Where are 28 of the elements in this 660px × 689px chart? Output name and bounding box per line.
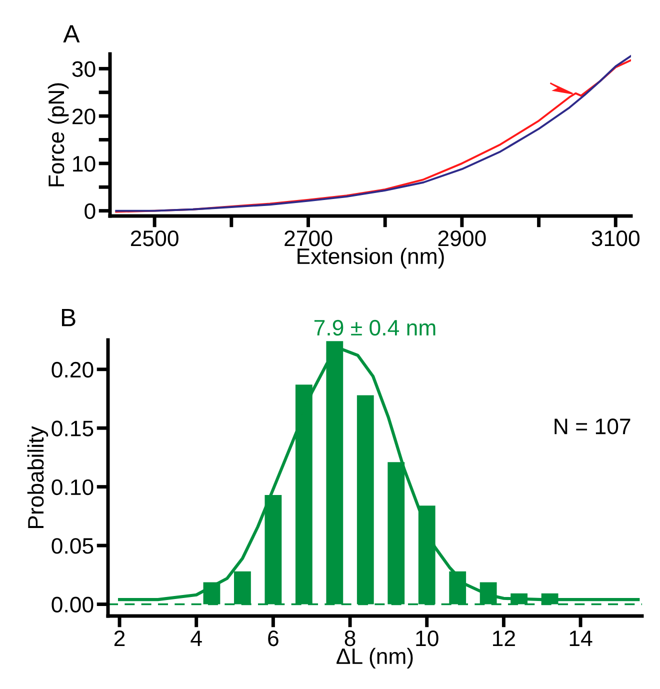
chart-title: B [62, 308, 76, 326]
text: 7.9 ± 0.4 nm [314, 320, 436, 336]
x-tick-label: 14 [570, 630, 592, 646]
y-tick-label: 0.10 [52, 479, 94, 496]
y-tick-label: 0.00 [52, 596, 94, 613]
y-tick-label: 20 [72, 108, 96, 124]
x-tick-label: 2700 [284, 230, 332, 246]
chart-title: A [63, 25, 80, 42]
y-tick-label: 10 [73, 156, 96, 172]
x-tick-label: 4 [190, 630, 202, 646]
x-tick-label: 6 [268, 630, 278, 646]
y-tick-label: 0.20 [52, 362, 94, 378]
y-tick-label: 0.05 [52, 538, 94, 554]
y-axis-title: Force (pN) [48, 83, 69, 186]
y-tick-label: 30 [72, 61, 96, 77]
x-tick-label: 12 [493, 630, 515, 646]
x-tick-label: 2500 [130, 230, 178, 246]
y-tick-label: 0.15 [52, 420, 94, 436]
y-axis-title: Probability [27, 426, 48, 528]
y-tick-label: 0 [84, 203, 96, 220]
x-axis-title: Extension (nm) [298, 248, 444, 269]
annotation: N = 107 [554, 418, 630, 434]
x-tick-label: 8 [344, 630, 356, 646]
x-axis-title: ΔL (nm) [336, 648, 413, 669]
x-tick-label: 2900 [438, 230, 486, 246]
x-tick-label: 3100 [592, 230, 640, 246]
x-tick-label: 10 [416, 630, 438, 646]
x-tick-label: 2 [114, 630, 125, 646]
